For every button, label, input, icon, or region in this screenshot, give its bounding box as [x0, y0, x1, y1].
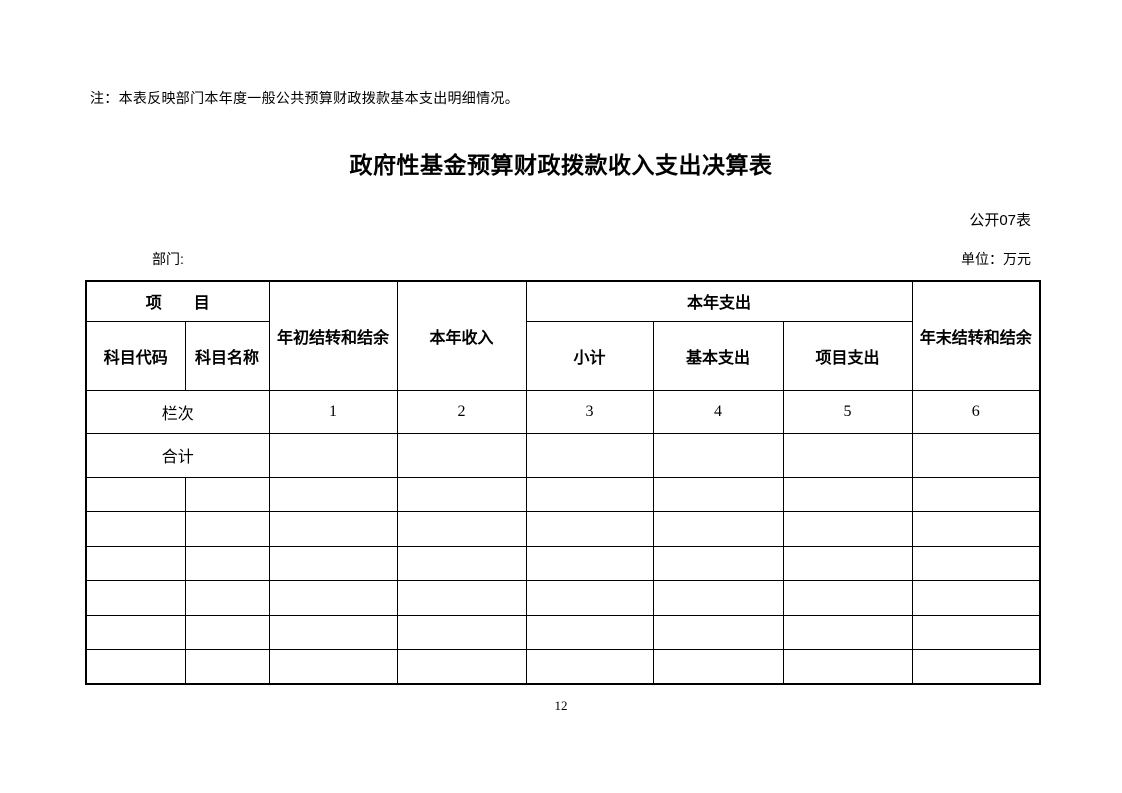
empty-cell: [525, 511, 654, 547]
note-text: 注：本表反映部门本年度一般公共预算财政拨款基本支出明细情况。: [90, 90, 519, 106]
column-index-6: 6: [911, 389, 1041, 434]
empty-cell: [268, 614, 398, 650]
empty-cell: [184, 580, 270, 616]
empty-cell: [525, 545, 654, 581]
empty-cell: [525, 580, 654, 616]
column-index-1: 1: [268, 389, 398, 434]
total-value-cell: [396, 432, 527, 478]
empty-cell: [652, 545, 784, 581]
empty-cell: [782, 614, 913, 650]
total-value-cell: [652, 432, 784, 478]
table-row: [85, 545, 1041, 581]
total-value-cell: [911, 432, 1041, 478]
table-row: [85, 614, 1041, 650]
empty-cell: [911, 511, 1041, 547]
header-basic-expenditure: 基本支出: [652, 320, 784, 391]
empty-cell: [268, 580, 398, 616]
empty-cell: [396, 580, 527, 616]
empty-cell: [525, 649, 654, 685]
total-label: 合计: [85, 432, 270, 478]
table-header-row-1: 项 目 年初结转和结余 本年收入 本年支出 年末结转和结余: [85, 280, 1041, 391]
header-item: 项 目: [85, 280, 270, 322]
page-title: 政府性基金预算财政拨款收入支出决算表: [349, 152, 773, 178]
empty-cell: [268, 649, 398, 685]
header-current-expenditure: 本年支出: [525, 280, 913, 322]
header-project-expenditure: 项目支出: [782, 320, 913, 391]
empty-cell: [652, 614, 784, 650]
empty-cell: [396, 511, 527, 547]
empty-cell: [525, 614, 654, 650]
column-index-3: 3: [525, 389, 654, 434]
header-subject-name: 科目名称: [184, 320, 270, 391]
empty-cell: [911, 545, 1041, 581]
empty-cell: [85, 614, 186, 650]
empty-cell: [85, 545, 186, 581]
empty-cell: [184, 649, 270, 685]
empty-cell: [782, 545, 913, 581]
total-row: 合计: [85, 432, 1041, 478]
column-index-2: 2: [396, 389, 527, 434]
empty-cell: [85, 511, 186, 547]
empty-cell: [652, 580, 784, 616]
table-row: [85, 476, 1041, 512]
empty-cell: [782, 580, 913, 616]
unit-label: 单位：万元: [961, 251, 1031, 267]
header-current-income: 本年收入: [396, 280, 527, 391]
page-number: 12: [554, 698, 568, 713]
header-subtotal: 小计: [525, 320, 654, 391]
empty-cell: [268, 476, 398, 512]
empty-cell: [652, 649, 784, 685]
total-value-cell: [782, 432, 913, 478]
column-index-5: 5: [782, 389, 913, 434]
empty-cell: [911, 614, 1041, 650]
total-value-cell: [268, 432, 398, 478]
department-label: 部门:: [152, 251, 184, 267]
header-subject-code: 科目代码: [85, 320, 186, 391]
empty-cell: [396, 476, 527, 512]
total-value-cell: [525, 432, 654, 478]
empty-cell: [782, 476, 913, 512]
table-row: [85, 580, 1041, 616]
table-row: [85, 649, 1041, 685]
empty-cell: [396, 545, 527, 581]
empty-cell: [525, 476, 654, 512]
header-closing-balance: 年末结转和结余: [911, 280, 1041, 391]
sheet-number-label: 公开07表: [969, 212, 1031, 229]
column-index-row: 栏次 1 2 3 4 5 6: [85, 389, 1041, 434]
empty-cell: [184, 614, 270, 650]
table-header-row-2: 科目代码 科目名称 小计 基本支出 项目支出: [85, 320, 1040, 391]
empty-cell: [184, 511, 270, 547]
empty-cell: [911, 476, 1041, 512]
column-index-4: 4: [652, 389, 784, 434]
empty-cell: [268, 511, 398, 547]
empty-cell: [396, 614, 527, 650]
empty-cell: [268, 545, 398, 581]
empty-cell: [911, 580, 1041, 616]
empty-cell: [396, 649, 527, 685]
empty-cell: [85, 580, 186, 616]
table-row: [85, 511, 1041, 547]
empty-cell: [652, 476, 784, 512]
lanci-label: 栏次: [85, 389, 270, 434]
header-opening-balance: 年初结转和结余: [268, 280, 398, 391]
empty-cell: [184, 545, 270, 581]
empty-cell: [911, 649, 1041, 685]
empty-cell: [652, 511, 784, 547]
empty-cell: [184, 476, 270, 512]
budget-table: 项 目 年初结转和结余 本年收入 本年支出 年末结转和结余 科目代码 科目名称 …: [85, 280, 1042, 685]
empty-cell: [782, 649, 913, 685]
empty-cell: [85, 476, 186, 512]
empty-cell: [85, 649, 186, 685]
empty-cell: [782, 511, 913, 547]
